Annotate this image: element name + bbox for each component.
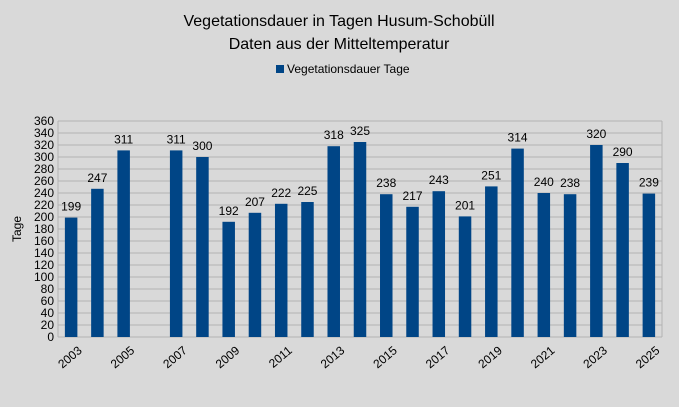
bar-2021 — [537, 193, 551, 337]
data-label-2020: 314 — [508, 131, 528, 145]
y-tick-label: 240 — [34, 186, 54, 200]
y-tick-label: 160 — [34, 234, 54, 248]
y-tick-label: 140 — [34, 246, 54, 260]
bars — [64, 142, 656, 337]
bar-2024 — [616, 163, 629, 337]
data-label-2011: 222 — [271, 186, 291, 200]
data-label-2005: 311 — [114, 132, 133, 146]
y-tick-label: 100 — [34, 270, 54, 284]
legend-swatch — [276, 65, 284, 73]
bar-2015 — [380, 194, 393, 337]
data-label-2007: 311 — [167, 132, 186, 146]
data-label-2008: 300 — [192, 139, 212, 153]
data-label-2010: 207 — [245, 195, 265, 209]
data-label-2023: 320 — [586, 127, 606, 141]
y-axis-ticks: 0204060801001201401601802002202402602803… — [34, 114, 54, 344]
bar-2009 — [222, 221, 235, 337]
data-label-2012: 225 — [297, 184, 317, 198]
data-label-2016: 217 — [403, 189, 423, 203]
data-label-2021: 240 — [534, 175, 554, 189]
y-tick-label: 260 — [34, 174, 54, 188]
legend-label: Vegetationsdauer Tage — [287, 62, 410, 76]
y-tick-label: 300 — [34, 150, 54, 164]
bar-2019 — [485, 186, 498, 337]
bar-2022 — [563, 194, 577, 337]
bar-2008 — [196, 157, 209, 337]
y-tick-label: 80 — [41, 282, 55, 296]
y-tick-label: 120 — [34, 258, 54, 272]
data-label-2015: 238 — [376, 176, 396, 190]
bar-2004 — [91, 188, 104, 337]
y-tick-label: 200 — [34, 210, 54, 224]
y-axis-title: Tage — [10, 216, 24, 242]
y-tick-label: 280 — [34, 162, 54, 176]
data-label-2019: 251 — [481, 168, 501, 182]
chart-subtitle: Daten aus der Mitteltemperatur — [229, 36, 450, 53]
bar-2005 — [117, 150, 130, 337]
bar-2018 — [458, 216, 472, 337]
bar-2023 — [590, 145, 603, 337]
y-tick-label: 20 — [41, 318, 55, 332]
bar-2007 — [169, 150, 183, 337]
bar-2003 — [64, 217, 78, 337]
y-tick-label: 340 — [34, 126, 54, 140]
data-label-2004: 247 — [87, 171, 107, 185]
data-labels: 199 247 311 311 300 192 207 222 225 318 325 238 217 2… — [61, 124, 659, 218]
bar-2025 — [642, 193, 656, 337]
y-tick-label: 0 — [47, 330, 54, 344]
data-label-2025: 239 — [639, 176, 659, 190]
bar-2012 — [301, 202, 314, 337]
data-label-2017: 243 — [429, 173, 449, 187]
data-label-2022: 238 — [560, 176, 580, 190]
data-label-2024: 290 — [613, 145, 633, 159]
y-tick-label: 60 — [41, 294, 55, 308]
data-label-2013: 318 — [324, 128, 344, 142]
bar-2011 — [274, 203, 288, 337]
bar-2016 — [406, 206, 419, 337]
y-tick-label: 40 — [41, 306, 55, 320]
legend: Vegetationsdauer Tage — [276, 62, 410, 76]
y-tick-label: 320 — [34, 138, 54, 152]
chart-title: Vegetationsdauer in Tagen Husum-Schobüll — [183, 13, 494, 30]
data-label-2018: 201 — [455, 198, 475, 212]
bar-2020 — [511, 148, 524, 337]
data-label-2003: 199 — [61, 200, 81, 214]
y-tick-label: 360 — [34, 114, 54, 128]
bar-2014 — [353, 142, 367, 337]
bar-2010 — [248, 212, 262, 337]
bar-2017 — [432, 191, 446, 337]
data-label-2014: 325 — [350, 124, 370, 138]
y-tick-label: 220 — [34, 198, 54, 212]
data-label-2009: 192 — [219, 204, 239, 218]
y-tick-label: 180 — [34, 222, 54, 236]
bar-2013 — [327, 146, 340, 337]
